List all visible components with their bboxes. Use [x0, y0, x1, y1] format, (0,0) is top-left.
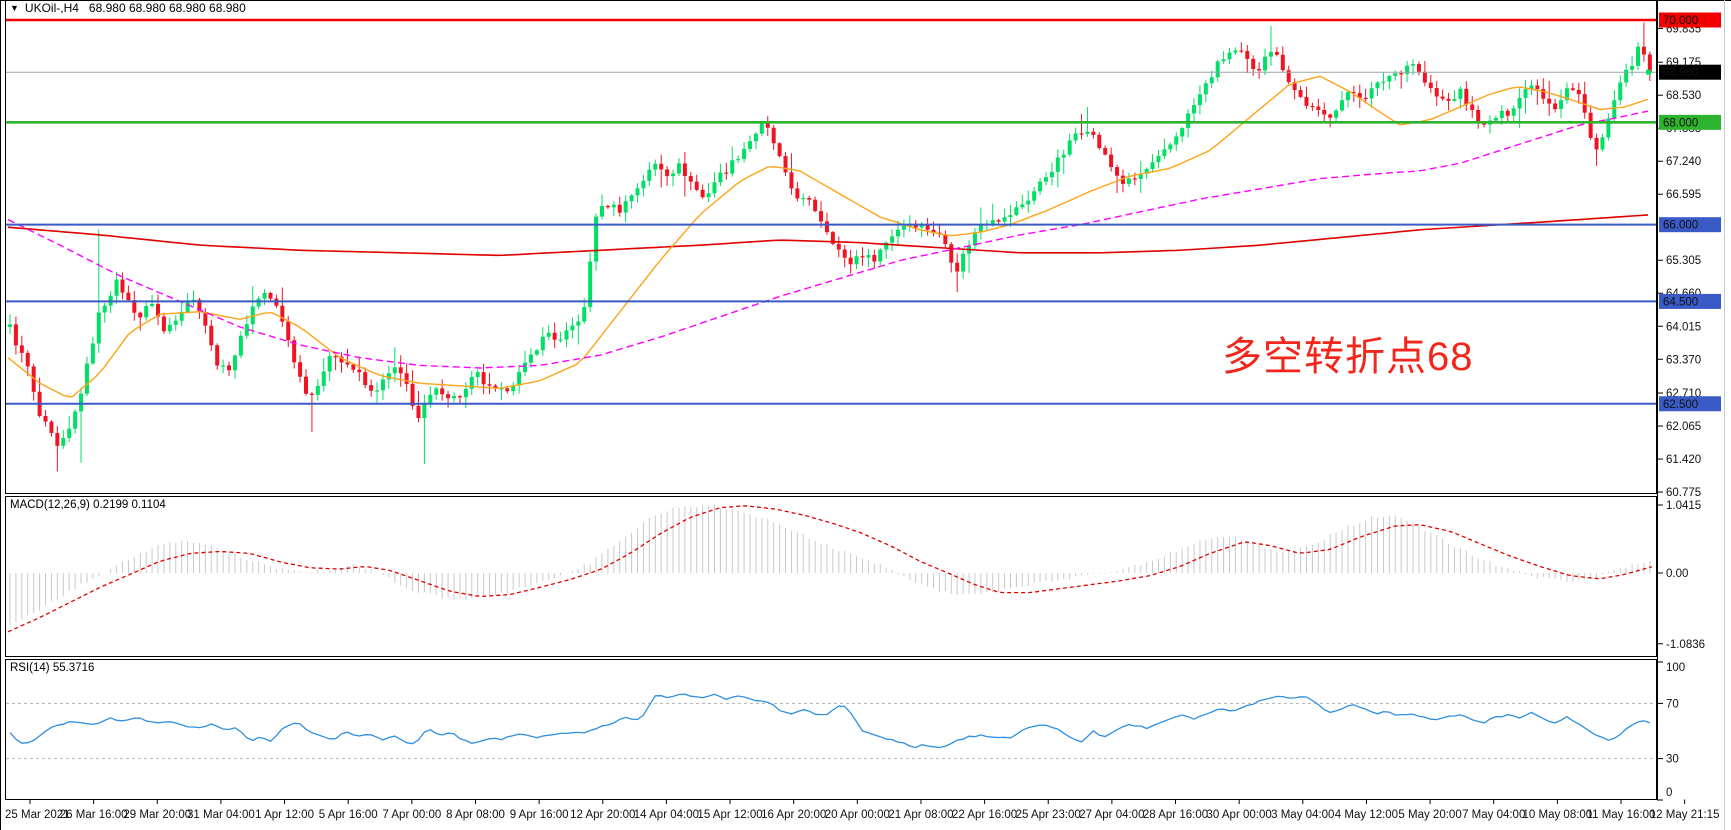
svg-text:22 Apr 16:00: 22 Apr 16:00: [952, 809, 1017, 821]
svg-text:70.000: 70.000: [1663, 15, 1698, 27]
svg-text:67.240: 67.240: [1666, 156, 1701, 168]
svg-text:10 May 08:00: 10 May 08:00: [1523, 809, 1593, 821]
svg-text:14 Apr 04:00: 14 Apr 04:00: [634, 809, 699, 821]
svg-text:9 Apr 16:00: 9 Apr 16:00: [510, 809, 569, 821]
svg-text:21 Apr 08:00: 21 Apr 08:00: [888, 809, 953, 821]
svg-text:31 Mar 04:00: 31 Mar 04:00: [187, 809, 255, 821]
svg-text:30: 30: [1666, 754, 1679, 766]
chart-title-bar: ▼ UKOil-,H4 68.980 68.980 68.980 68.980: [10, 1, 246, 15]
svg-text:61.420: 61.420: [1666, 454, 1701, 466]
svg-text:62.500: 62.500: [1663, 399, 1698, 411]
svg-text:20 Apr 00:00: 20 Apr 00:00: [825, 809, 890, 821]
svg-text:12 May 21:15: 12 May 21:15: [1650, 809, 1720, 821]
symbol-ohlc-title: UKOil-,H4 68.980 68.980 68.980 68.980: [24, 1, 246, 15]
svg-text:15 Apr 12:00: 15 Apr 12:00: [697, 809, 762, 821]
symbol-dropdown-icon[interactable]: ▼: [10, 3, 19, 13]
rsi-layer: [6, 693, 1656, 760]
svg-text:64.015: 64.015: [1666, 321, 1701, 333]
svg-text:26 Mar 16:00: 26 Mar 16:00: [60, 809, 128, 821]
svg-text:62.065: 62.065: [1666, 421, 1701, 433]
svg-text:5 Apr 16:00: 5 Apr 16:00: [319, 809, 378, 821]
svg-text:28 Apr 16:00: 28 Apr 16:00: [1143, 809, 1208, 821]
svg-text:68.530: 68.530: [1666, 90, 1701, 102]
svg-text:4 May 12:00: 4 May 12:00: [1335, 809, 1398, 821]
candles-layer: [7, 22, 1652, 472]
macd-indicator-label: MACD(12,26,9) 0.2199 0.1104: [10, 499, 166, 511]
svg-text:5 May 20:00: 5 May 20:00: [1398, 809, 1461, 821]
svg-text:0.00: 0.00: [1666, 568, 1688, 580]
last-price-marker: [1646, 69, 1651, 75]
rsi-indicator-label: RSI(14) 55.3716: [10, 662, 95, 674]
svg-text:66.000: 66.000: [1663, 220, 1698, 232]
svg-text:12 Apr 20:00: 12 Apr 20:00: [570, 809, 635, 821]
macd-panel-border: [5, 496, 1657, 657]
svg-text:27 Apr 04:00: 27 Apr 04:00: [1079, 809, 1144, 821]
svg-text:-1.0836: -1.0836: [1666, 639, 1705, 651]
svg-text:16 Apr 20:00: 16 Apr 20:00: [761, 809, 826, 821]
svg-text:64.500: 64.500: [1663, 296, 1698, 308]
svg-text:29 Mar 20:00: 29 Mar 20:00: [123, 809, 191, 821]
svg-text:1.0415: 1.0415: [1666, 500, 1701, 512]
main-panel-border: [5, 0, 1657, 494]
rsi-panel-border: [5, 659, 1657, 800]
svg-text:3 May 04:00: 3 May 04:00: [1271, 809, 1334, 821]
svg-text:11 May 16:00: 11 May 16:00: [1587, 809, 1656, 821]
svg-text:30 Apr 00:00: 30 Apr 00:00: [1207, 809, 1272, 821]
svg-text:70: 70: [1666, 698, 1679, 710]
svg-text:100: 100: [1666, 662, 1685, 674]
svg-text:68.980: 68.980: [1663, 67, 1698, 79]
svg-text:7 Apr 00:00: 7 Apr 00:00: [382, 809, 441, 821]
price-axis: 69.83569.17568.53067.88567.24066.59565.3…: [1657, 12, 1721, 801]
svg-text:25 Apr 23:00: 25 Apr 23:00: [1016, 809, 1081, 821]
annotation-text: 多空转折点68: [1222, 335, 1474, 379]
macd-layer: [7, 504, 1653, 633]
svg-text:7 May 04:00: 7 May 04:00: [1462, 809, 1525, 821]
svg-text:8 Apr 08:00: 8 Apr 08:00: [446, 809, 505, 821]
svg-text:0: 0: [1666, 787, 1672, 799]
svg-text:66.595: 66.595: [1666, 189, 1701, 201]
svg-text:63.370: 63.370: [1666, 354, 1701, 366]
svg-text:60.775: 60.775: [1666, 487, 1701, 499]
svg-text:68.000: 68.000: [1663, 117, 1698, 129]
svg-text:1 Apr 12:00: 1 Apr 12:00: [255, 809, 314, 821]
svg-text:25 Mar 2021: 25 Mar 2021: [5, 809, 70, 821]
svg-text:65.305: 65.305: [1666, 255, 1701, 267]
